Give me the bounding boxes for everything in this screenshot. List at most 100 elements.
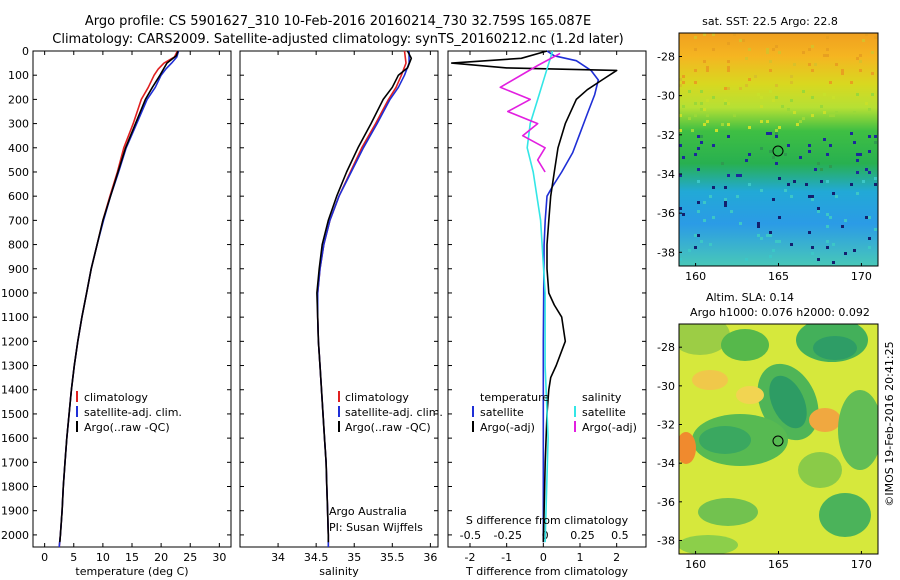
sst-pixel (859, 60, 862, 63)
sst-pixel (856, 159, 859, 162)
x2-tick-label: 0.5 (611, 529, 629, 542)
x-tick-label: 0 (41, 551, 48, 564)
sst-pixel (772, 99, 775, 102)
sst-pixel (703, 60, 706, 63)
sst-pixel (874, 183, 877, 186)
y-tick-label: 1200 (1, 335, 29, 348)
sst-pixel (739, 222, 742, 225)
sst-pixel (796, 123, 799, 126)
sst-pixel (760, 189, 763, 192)
sst-pixel (859, 54, 862, 57)
sst-pixel (799, 156, 802, 159)
sst-pixel (775, 132, 778, 135)
sst-pixel (853, 141, 856, 144)
series-argo-raw-qc (59, 50, 179, 543)
map-y-tick-label: -30 (657, 90, 675, 103)
series-satellite-adj-clim (58, 50, 180, 548)
sst-pixel (688, 249, 691, 252)
sst-pixel (817, 210, 820, 213)
map-x-tick-label: 165 (768, 558, 789, 571)
sst-pixel (805, 183, 808, 186)
sst-pixel (811, 96, 814, 99)
sst-pixel (835, 63, 838, 66)
sst-pixel (778, 216, 781, 219)
sst-pixel (835, 195, 838, 198)
x2-tick-label: -0.5 (460, 529, 481, 542)
sst-pixel (739, 87, 742, 90)
sst-pixel (874, 177, 877, 180)
difference-legend: temperature satellite Argo(-adj) salinit… (472, 391, 637, 434)
sla-map-axes: 160 165 170 -28 -30 -32 -34 -36 -38 (657, 341, 872, 571)
sst-pixel (748, 153, 751, 156)
temperature-legend: climatology satellite-adj. clim. Argo(..… (76, 391, 182, 434)
sst-pixel (688, 90, 691, 93)
legend-t-argo: Argo(-adj) (480, 421, 535, 434)
sst-pixel (832, 261, 835, 264)
sst-pixel (820, 168, 823, 171)
sst-pixel (868, 237, 871, 240)
sst-pixel (772, 156, 775, 159)
series-t-argo-adj (450, 50, 618, 543)
sst-pixel (682, 81, 685, 84)
temperature-xlabel: temperature (deg C) (75, 565, 188, 578)
sst-pixel (700, 108, 703, 111)
sst-pixel (760, 147, 763, 150)
sst-pixel (694, 48, 697, 51)
sst-pixel (745, 57, 748, 60)
sla-blob (819, 493, 871, 537)
salinity-legend: climatology satellite-adj. clim. Argo(..… (338, 391, 443, 434)
sst-pixel (823, 54, 826, 57)
sst-map-title: sat. SST: 22.5 Argo: 22.8 (702, 15, 838, 28)
sst-pixel (868, 246, 871, 249)
credit-text: ©IMOS 19-Feb-2016 20:41:25 (883, 341, 896, 506)
sst-pixel (790, 99, 793, 102)
sst-pixel (784, 189, 787, 192)
sst-pixel (727, 42, 730, 45)
sst-pixel (769, 231, 772, 234)
sst-pixel (748, 48, 751, 51)
sst-pixel (868, 150, 871, 153)
sla-blob (736, 386, 764, 404)
sst-pixel (802, 117, 805, 120)
map-y-tick-label: -32 (657, 129, 675, 142)
x-tick-label: 0 (540, 551, 547, 564)
salinity-xlabel: salinity (319, 565, 359, 578)
sst-pixel (826, 240, 829, 243)
sst-pixel (721, 162, 724, 165)
legend-swatch-argo (338, 421, 340, 432)
sst-pixel (724, 102, 727, 105)
sst-pixel (745, 159, 748, 162)
sst-pixel (748, 126, 751, 129)
sst-pixel (772, 48, 775, 51)
x-tick-label: -1 (501, 551, 512, 564)
sst-map-axes: 160 165 170 -28 -30 -32 -34 -36 -38 (657, 50, 872, 283)
sst-pixel (694, 153, 697, 156)
sst-pixel (679, 207, 682, 210)
sst-pixel (775, 45, 778, 48)
sst-pixel (841, 225, 844, 228)
sst-pixel (742, 39, 745, 42)
y-tick-label: 100 (8, 69, 29, 82)
sst-pixel (793, 180, 796, 183)
sst-pixel (808, 144, 811, 147)
sst-pixel (790, 195, 793, 198)
sst-pixel (706, 120, 709, 123)
sst-pixel (856, 93, 859, 96)
series-climatology (58, 50, 179, 548)
sst-pixel (865, 102, 868, 105)
y-tick-label: 1600 (1, 432, 29, 445)
sst-pixel (739, 174, 742, 177)
x-tick-label: 34.5 (304, 551, 329, 564)
legend-salinity-header: salinity (582, 391, 622, 404)
sst-pixel (697, 234, 700, 237)
sst-pixel (733, 33, 736, 36)
legend-argo: Argo(..raw -QC) (345, 421, 431, 434)
sst-pixel (832, 243, 835, 246)
map-y-tick-label: -30 (657, 380, 675, 393)
y-tick-label: 600 (8, 190, 29, 203)
sst-pixel (850, 81, 853, 84)
sst-pixel (835, 111, 838, 114)
sst-pixel (787, 183, 790, 186)
y-tick-label: 1500 (1, 408, 29, 421)
sst-pixel (706, 99, 709, 102)
